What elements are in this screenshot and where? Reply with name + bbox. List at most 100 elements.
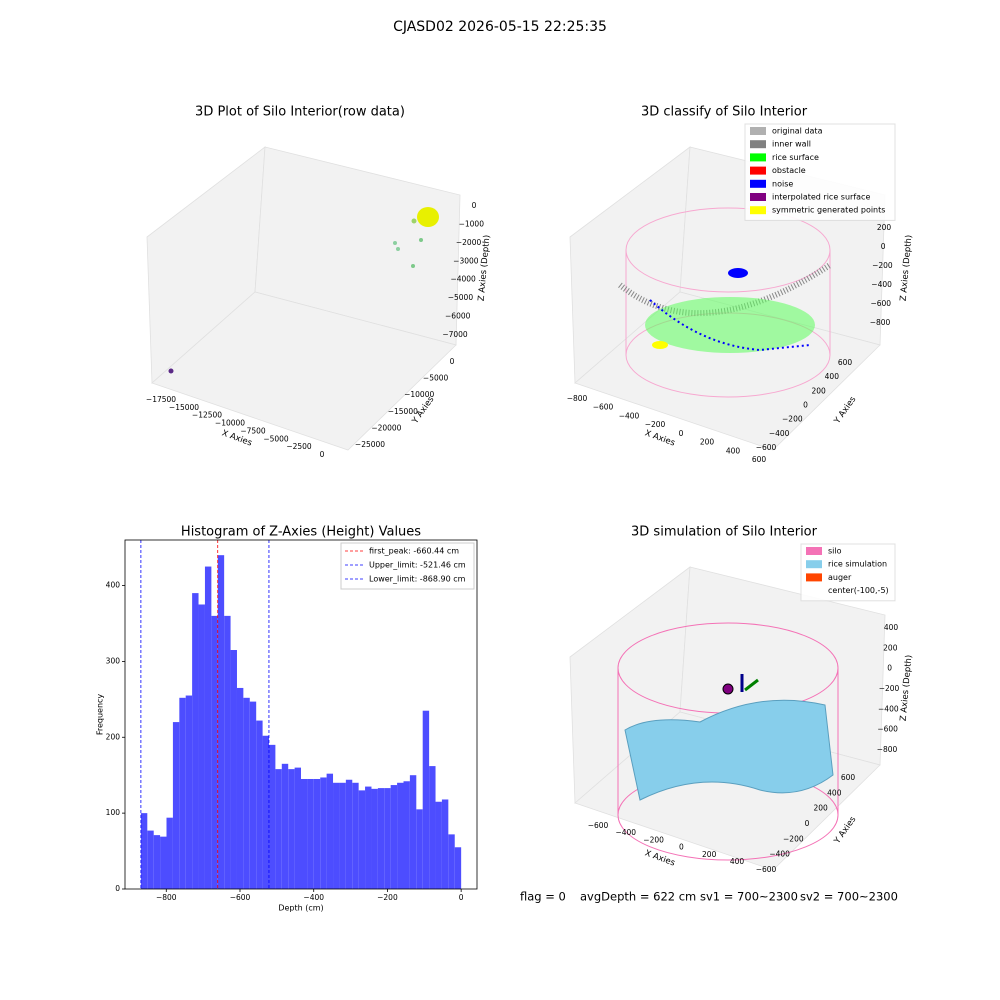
bar (179, 697, 186, 889)
x-tick-label: −7500 (240, 426, 266, 435)
bar (262, 735, 270, 889)
x-tick-label: −10000 (215, 419, 245, 428)
legend-label: original data (772, 127, 823, 136)
y-tick-label: −10000 (404, 390, 434, 399)
legend-swatch (806, 573, 822, 582)
legend-label: rice simulation (828, 560, 887, 569)
x-tick-label: 200 (700, 438, 715, 447)
bar (307, 778, 314, 889)
y-tick-label: 200 (814, 804, 829, 813)
z-tick-label: −200 (872, 261, 893, 270)
y-tick-label: −400 (769, 429, 790, 438)
legend-swatch (750, 179, 766, 188)
bar (281, 763, 289, 889)
bar (249, 701, 257, 889)
x-axis-label: X Axies (643, 428, 676, 448)
z-tick-label: 200 (877, 223, 892, 232)
z-tick-label: −200 (879, 684, 900, 693)
y-tick-label: 0 (805, 819, 810, 828)
y-tick-label: −400 (769, 850, 790, 859)
z-tick-label: −600 (877, 725, 898, 734)
z-tick-label: −600 (870, 299, 891, 308)
x-tick-label: −600 (230, 893, 251, 902)
legend-label: silo (828, 547, 842, 556)
y-tick-label: 400 (106, 581, 121, 590)
legend-swatch (806, 560, 822, 569)
y-tick-label: 200 (106, 732, 121, 741)
x-tick-label: −12500 (192, 411, 222, 420)
y-tick-label: −20000 (371, 423, 401, 432)
x-tick-label: −15000 (169, 403, 199, 412)
bar (288, 769, 295, 889)
legend-box (744, 123, 896, 221)
y-tick-label: 400 (825, 372, 840, 381)
chart-title: Histogram of Z-Axies (Height) Values (181, 525, 421, 540)
z-tick-label: −800 (870, 318, 891, 327)
status-text: flag = 0 (520, 890, 566, 904)
symmetric-points (652, 341, 668, 349)
z-tick-label: −4000 (450, 275, 476, 284)
x-tick-label: −400 (615, 828, 636, 837)
bar (320, 777, 327, 889)
bar (384, 788, 391, 889)
z-tick-label: −400 (871, 280, 892, 289)
bar (294, 767, 301, 889)
legend-swatch (806, 586, 822, 595)
legend-box (340, 542, 475, 590)
z-axis-label: Z Axies (Depth) (899, 234, 915, 301)
x-tick-label: −200 (643, 835, 664, 844)
legend-label: Upper_limit: -521.46 cm (369, 561, 466, 570)
status-text: sv1 = 700~2300 (700, 890, 798, 904)
y-tick-label: −5000 (423, 374, 449, 383)
bar (140, 813, 148, 889)
y-tick-label: 200 (812, 386, 827, 395)
y-axis-label: Y Axies (832, 814, 859, 846)
point-cloud (417, 207, 439, 227)
x-tick-label: −600 (588, 821, 609, 830)
bar (301, 778, 308, 889)
z-tick-label: 0 (881, 242, 886, 251)
x-tick-label: 400 (726, 446, 741, 455)
y-tick-label: −600 (756, 443, 777, 452)
x-tick-label: −17500 (146, 395, 176, 404)
legend-label: inner wall (772, 140, 811, 149)
point (411, 218, 417, 224)
bar (185, 695, 193, 889)
y-tick-label: 0 (803, 401, 808, 410)
chart-title: 3D classify of Silo Interior (641, 105, 808, 120)
bar (422, 710, 430, 889)
bar (435, 801, 442, 889)
y-tick-label: −200 (783, 834, 804, 843)
noise (649, 299, 811, 352)
legend-label: first_peak: -660.44 cm (369, 547, 459, 556)
z-tick-label: −2000 (456, 238, 482, 247)
z-tick-label: 0 (887, 664, 892, 673)
rice-simulation (624, 699, 834, 801)
bar (352, 782, 359, 889)
bar (358, 790, 366, 889)
y-axis-label: Frequency (96, 694, 105, 736)
x-tick-label: 400 (730, 857, 745, 866)
legend-label: noise (772, 179, 793, 188)
bar (275, 769, 282, 889)
y-tick-label: 0 (115, 884, 120, 893)
bar (230, 650, 237, 889)
bar (371, 788, 378, 889)
bar (224, 615, 231, 889)
z-axis-label: Z Axies (Depth) (899, 654, 915, 721)
status-text: avgDepth = 622 cm (580, 890, 696, 904)
x-tick-label: 200 (702, 850, 717, 859)
legend-label: rice surface (772, 153, 819, 162)
bar (345, 779, 353, 889)
bar (160, 836, 167, 889)
bar (403, 781, 410, 889)
legend-swatch (750, 153, 766, 162)
bar (313, 778, 321, 889)
bar (441, 799, 449, 889)
x-tick-label: 0 (320, 450, 325, 459)
legend-swatch (750, 166, 766, 175)
legend-swatch (750, 140, 766, 149)
z-tick-label: −6000 (445, 312, 471, 321)
y-tick-label: 600 (841, 773, 856, 782)
